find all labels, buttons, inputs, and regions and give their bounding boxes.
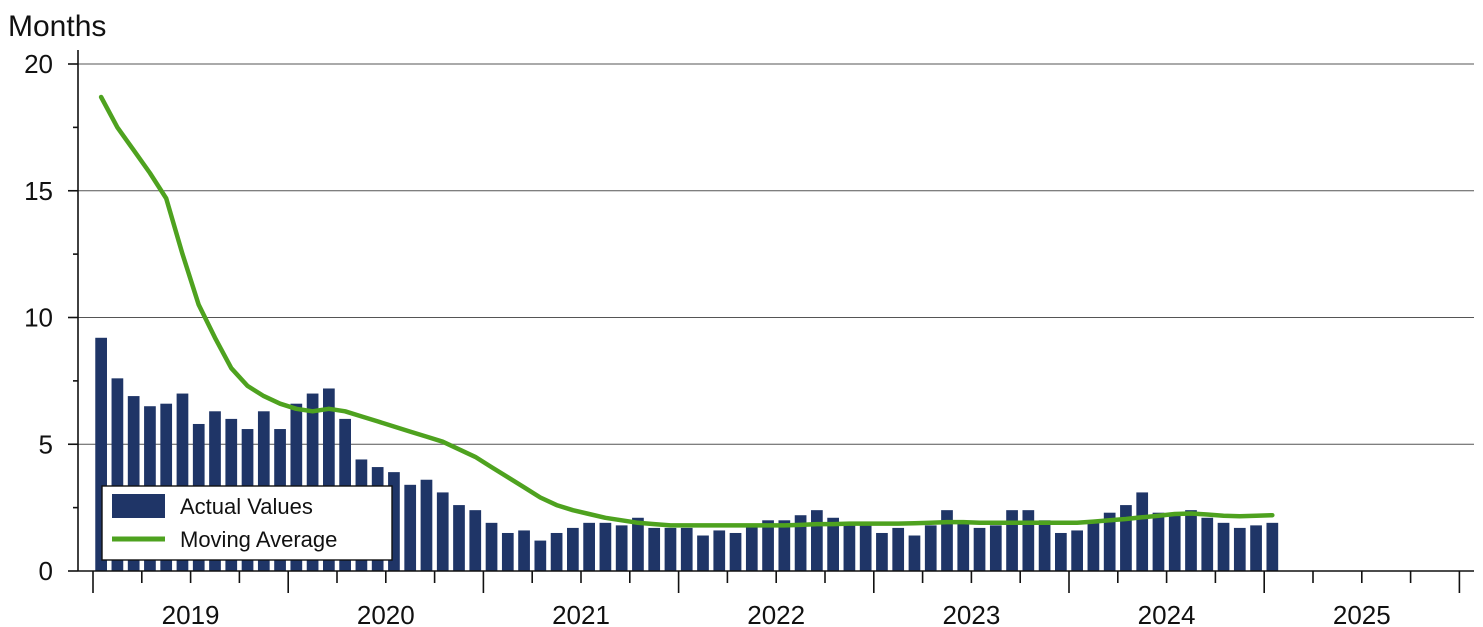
bar — [501, 532, 514, 571]
bar — [111, 378, 124, 571]
y-axis-label: Months — [8, 10, 106, 43]
bar — [1217, 522, 1230, 571]
bar — [95, 337, 107, 571]
bar — [713, 530, 726, 571]
bar — [420, 479, 433, 571]
bar — [924, 525, 937, 571]
bar — [1168, 512, 1181, 571]
bar — [697, 535, 709, 571]
bar — [306, 393, 319, 571]
bar — [1022, 510, 1035, 571]
bar — [1233, 527, 1246, 571]
bar — [794, 515, 807, 571]
bar — [469, 510, 482, 571]
bar — [1136, 492, 1149, 571]
bar — [1201, 517, 1214, 571]
bar — [1185, 510, 1197, 571]
legend-label-actual: Actual Values — [180, 494, 313, 519]
bar — [485, 522, 498, 571]
legend: Actual Values Moving Average — [101, 485, 393, 561]
x-tick-label: 2021 — [552, 600, 610, 627]
bar — [615, 525, 628, 571]
x-tick-label: 2020 — [357, 600, 415, 627]
bar — [941, 510, 953, 571]
y-tick-label: 20 — [24, 49, 53, 79]
bar — [859, 525, 872, 571]
bar — [648, 527, 661, 571]
bar — [1250, 525, 1262, 571]
bar — [1087, 520, 1100, 571]
bar — [404, 484, 417, 571]
bar — [892, 527, 905, 571]
bar — [388, 472, 400, 571]
bar — [778, 520, 791, 571]
bar — [1055, 532, 1067, 571]
bar — [664, 527, 677, 571]
x-tick-label: 2022 — [747, 600, 805, 627]
bar — [1038, 520, 1051, 571]
legend-label-moving-average: Moving Average — [180, 527, 337, 552]
bar — [436, 492, 449, 571]
y-ticks: 0 5 10 15 20 — [24, 49, 78, 586]
bar — [1266, 522, 1279, 571]
y-tick-label: 10 — [24, 303, 53, 333]
bar — [908, 535, 921, 571]
bar — [957, 522, 970, 571]
legend-swatch-actual — [112, 494, 165, 518]
bar — [176, 393, 189, 571]
bar — [127, 396, 140, 571]
bar — [453, 505, 465, 571]
moving-average-line — [98, 94, 1275, 528]
bar — [1071, 530, 1083, 571]
bar — [827, 517, 839, 571]
bar — [1120, 505, 1132, 571]
x-tick-label: 2023 — [942, 600, 1000, 627]
bar — [567, 527, 579, 571]
bar — [632, 517, 644, 571]
bar — [599, 522, 612, 571]
bar — [680, 527, 693, 571]
y-tick-label: 0 — [39, 556, 53, 586]
x-tick-label: 2019 — [162, 600, 220, 627]
x-tick-label: 2024 — [1138, 600, 1196, 627]
line-series — [98, 94, 1275, 528]
bar — [973, 527, 986, 571]
bar — [762, 520, 774, 571]
gridlines — [78, 63, 1474, 445]
bar — [811, 510, 823, 571]
bar — [518, 530, 530, 571]
bar — [1006, 510, 1018, 571]
bar — [843, 522, 856, 571]
x-ticks: 2019 2020 2021 2022 2023 2024 2025 — [92, 571, 1461, 627]
bar — [550, 532, 563, 571]
bar — [1152, 512, 1165, 571]
bar — [1103, 512, 1116, 571]
bar — [323, 388, 335, 571]
x-tick-label: 2025 — [1333, 600, 1391, 627]
bar — [876, 532, 888, 571]
bar — [534, 540, 547, 571]
bar — [583, 522, 595, 571]
y-tick-label: 15 — [24, 176, 53, 206]
y-tick-label: 5 — [39, 429, 53, 459]
bar — [745, 525, 758, 571]
bar — [989, 525, 1002, 571]
bar — [729, 532, 742, 571]
